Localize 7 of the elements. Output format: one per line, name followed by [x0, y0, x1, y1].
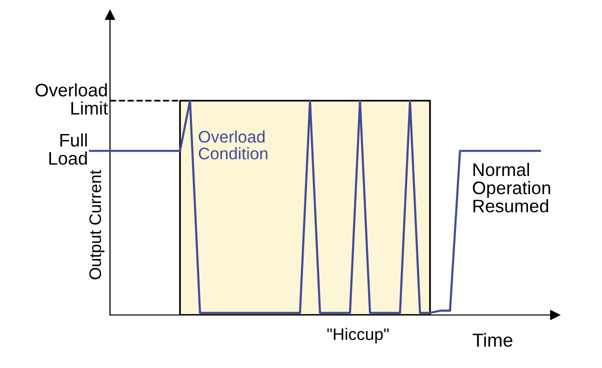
x-axis-title: Time — [472, 333, 512, 347]
annotation: Overload Limit — [36, 83, 108, 115]
annotation: Normal Operation Resumed — [472, 162, 550, 212]
annotation: Full Load — [49, 133, 87, 165]
annotation: Overload Condition — [198, 130, 268, 160]
y-axis-title: Output Current — [89, 170, 104, 280]
text: "Hiccup" — [327, 328, 389, 344]
